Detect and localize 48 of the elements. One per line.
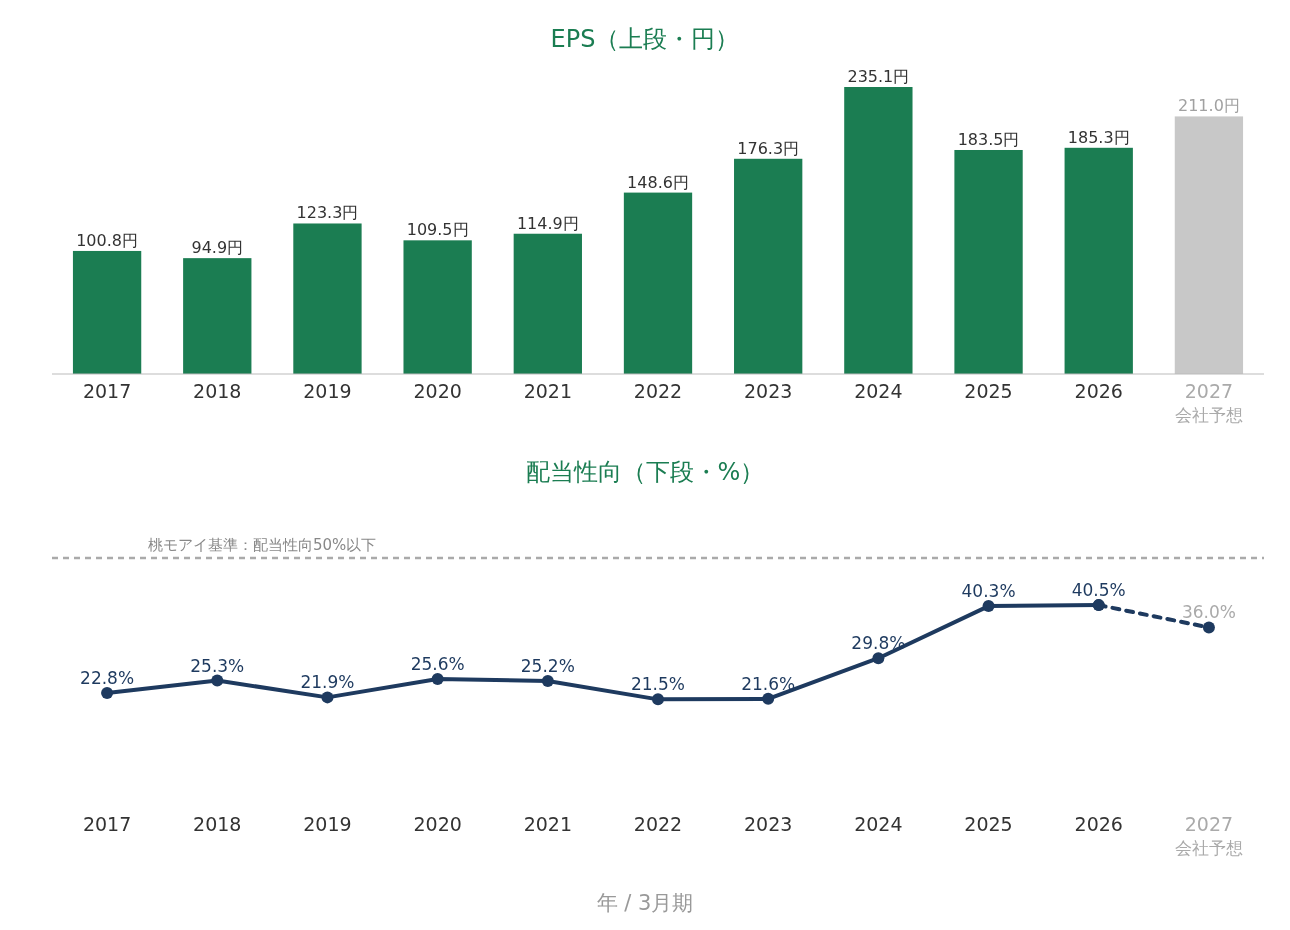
data-label: 21.5% — [630, 674, 686, 695]
data-label: 114.9円 — [516, 213, 579, 233]
x-tick-label: 2020 — [413, 380, 462, 402]
data-label: 211.0円 — [1178, 96, 1240, 116]
x-tick-label: 2022 — [633, 813, 683, 835]
data-label: 25.6% — [410, 654, 465, 675]
data-label: 40.3% — [961, 581, 1016, 602]
data-label: 123.3円 — [296, 203, 359, 223]
x-tick-label: 2018 — [193, 813, 242, 835]
data-label: 21.9% — [300, 672, 355, 693]
data-label: 21.6% — [741, 673, 796, 694]
ref-line-label: 桃モアイ基準：配当性向50%以下 — [148, 536, 377, 554]
chart-title: 配当性向（下段・%） — [525, 458, 765, 486]
x-tick-label: 2023 — [744, 380, 793, 402]
x-axis-title: 年 / 3月期 — [596, 891, 694, 915]
data-label: 109.5円 — [406, 220, 469, 240]
data-label: 36.0% — [1181, 602, 1236, 623]
data-label: 94.9円 — [191, 238, 244, 258]
data-label: 148.6円 — [627, 172, 689, 192]
x-tick-label: 2020 — [413, 813, 462, 835]
x-tick-label: 2025 — [964, 813, 1013, 835]
x-tick-label: 2024 — [854, 813, 903, 835]
x-tick-label: 2018 — [193, 380, 242, 402]
x-tick-label: 2026 — [1074, 813, 1123, 835]
data-label: 183.5円 — [957, 129, 1020, 149]
x-tick-label: 2026 — [1074, 380, 1123, 402]
data-label: 25.2% — [520, 656, 575, 677]
data-label: 40.5% — [1071, 580, 1126, 601]
x-tick-label: 2025 — [964, 380, 1013, 402]
x-tick-label: 2027 会社予想 — [1174, 813, 1243, 858]
x-tick-label: 2017 — [82, 813, 132, 835]
data-label: 235.1円 — [847, 67, 910, 86]
x-tick-label: 2022 — [633, 380, 683, 402]
x-tick-label: 2019 — [303, 813, 352, 835]
chart-title: EPS（上段・円） — [550, 25, 740, 53]
x-tick-label: 2024 — [854, 380, 903, 402]
data-label: 176.3円 — [737, 138, 800, 158]
x-tick-label: 2019 — [303, 380, 352, 402]
data-label: 100.8円 — [76, 230, 138, 250]
x-tick-label: 2017 — [82, 380, 132, 402]
x-tick-label: 2027 会社予想 — [1174, 380, 1243, 425]
data-label: 22.8% — [80, 667, 135, 688]
data-label: 29.8% — [851, 633, 906, 654]
x-tick-label: 2023 — [744, 813, 793, 835]
x-tick-label: 2021 — [523, 813, 572, 835]
x-tick-label: 2021 — [523, 380, 572, 402]
data-label: 185.3円 — [1067, 127, 1130, 147]
data-label: 25.3% — [190, 655, 245, 676]
